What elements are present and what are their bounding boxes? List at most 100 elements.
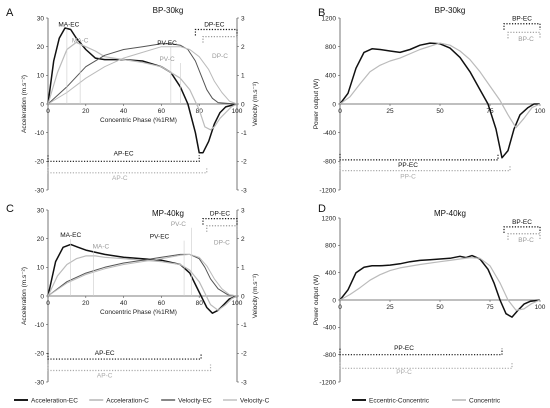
y2-tick-label: 0 xyxy=(241,101,245,108)
panel-letter: C xyxy=(6,203,14,215)
y2-tick-label: 1 xyxy=(241,265,245,272)
series-line-velocity-c xyxy=(47,253,238,297)
phase-bracket xyxy=(194,28,238,36)
y-tick-label: -1200 xyxy=(319,379,336,386)
x-tick-label: 50 xyxy=(436,108,444,115)
y-tick-label: 1200 xyxy=(322,15,337,22)
x-tick-label: 60 xyxy=(158,108,166,115)
panel-letter: B xyxy=(318,7,325,19)
x-tick-label: 75 xyxy=(486,304,494,311)
annotation-label: MA-EC xyxy=(60,232,81,239)
y-axis-label: Power output (W) xyxy=(313,275,320,326)
legend-left: Acceleration-EC Acceleration-C Velocity-EC… xyxy=(14,397,270,404)
annotation-label: PV-C xyxy=(171,221,186,228)
annotation-label: MA-C xyxy=(93,244,110,251)
y-axis-label: Acceleration (m.s⁻²) xyxy=(21,75,28,133)
y-tick-label: 400 xyxy=(325,73,336,80)
y2-tick-label: 3 xyxy=(241,207,245,214)
y2-tick-label: 2 xyxy=(241,236,245,243)
y-tick-label: 800 xyxy=(325,44,336,51)
series-line-acceleration-ec xyxy=(47,243,238,314)
y-tick-label: -30 xyxy=(35,187,45,194)
phase-label: AP-C xyxy=(97,373,113,380)
series-line-eccentric-concentric xyxy=(339,254,541,318)
x-tick-label: 0 xyxy=(338,304,342,311)
y-tick-label: 10 xyxy=(37,73,45,80)
annotation-label: PV-EC xyxy=(157,40,177,47)
phase-bracket xyxy=(507,31,541,39)
x-tick-label: 40 xyxy=(120,108,128,115)
y-tick-label: 30 xyxy=(37,207,45,214)
x-tick-label: 100 xyxy=(535,304,546,311)
chart-title: BP-30kg xyxy=(153,6,184,15)
phase-bracket xyxy=(339,362,513,369)
y-tick-label: -20 xyxy=(35,159,45,166)
phase-label: PP-C xyxy=(396,369,412,376)
annotation-label: MA-EC xyxy=(58,22,79,29)
phase-label: DP-C xyxy=(214,239,230,246)
phase-bracket xyxy=(339,348,503,356)
phase-label: BP-EC xyxy=(512,16,532,23)
panel-D: D MP-40kg -1200 -800 -400 0 400 800 1200 0 25 50 75 1… xyxy=(313,203,546,386)
y-tick-label: -400 xyxy=(323,130,336,137)
legend-label: Acceleration-EC xyxy=(31,397,78,404)
series-line-velocity-ec xyxy=(47,43,238,105)
y-tick-label: -20 xyxy=(35,351,45,358)
phase-label: PP-C xyxy=(400,174,416,181)
phase-label: PP-EC xyxy=(398,162,418,169)
chart-title: MP-40kg xyxy=(152,209,184,218)
y-tick-label: 400 xyxy=(325,270,336,277)
y-tick-label: 0 xyxy=(40,293,44,300)
x-tick-label: 80 xyxy=(196,300,204,307)
phase-bracket xyxy=(202,218,238,225)
phase-bracket xyxy=(339,164,511,172)
phase-label: AP-C xyxy=(112,175,128,182)
x-tick-label: 0 xyxy=(46,108,50,115)
phase-label: AP-EC xyxy=(114,151,134,158)
y2-axis-label: Velocity (m.s⁻¹) xyxy=(252,82,259,127)
phase-label: BP-EC xyxy=(512,219,532,226)
phase-bracket xyxy=(507,233,541,240)
phase-label: AP-EC xyxy=(95,350,115,357)
y2-axis-label: Velocity (m.s⁻¹) xyxy=(252,274,259,319)
x-tick-label: 60 xyxy=(158,300,166,307)
phase-label: DP-C xyxy=(212,53,228,60)
phase-bracket xyxy=(47,166,208,174)
y-tick-label: 0 xyxy=(332,297,336,304)
y2-tick-label: -2 xyxy=(241,351,247,358)
annotation-label: MA-C xyxy=(72,37,89,44)
y-tick-label: 0 xyxy=(40,101,44,108)
y-tick-label: 10 xyxy=(37,265,45,272)
phase-label: BP-C xyxy=(518,36,534,43)
panel-letter: A xyxy=(6,7,14,19)
phase-bracket xyxy=(503,226,541,233)
annotation-label: PV-C xyxy=(159,56,174,63)
y-tick-label: -800 xyxy=(323,352,336,359)
phase-label: DP-EC xyxy=(210,211,231,218)
legend-label: Acceleration-C xyxy=(106,397,149,404)
phase-label: DP-EC xyxy=(204,21,225,28)
phase-bracket xyxy=(503,23,541,30)
y2-tick-label: -2 xyxy=(241,159,247,166)
annotation-label: PV-EC xyxy=(150,234,170,241)
legend-label: Eccentric-Concentric xyxy=(369,397,430,404)
x-tick-label: 25 xyxy=(386,108,394,115)
phase-bracket xyxy=(47,155,200,162)
series-line-acceleration-c xyxy=(47,255,238,311)
phase-bracket xyxy=(339,153,499,161)
series-line-concentric xyxy=(339,42,541,129)
y2-tick-label: 1 xyxy=(241,73,245,80)
y-tick-label: -10 xyxy=(35,322,45,329)
y2-tick-label: -3 xyxy=(241,187,247,194)
phase-bracket xyxy=(47,364,212,372)
x-tick-label: 20 xyxy=(82,108,90,115)
legend-label: Velocity-C xyxy=(240,397,270,404)
series-line-eccentric-concentric xyxy=(339,42,540,159)
panel-letter: D xyxy=(318,203,326,215)
x-tick-label: 0 xyxy=(338,108,342,115)
x-axis-label: Concentric Phase (%1RM) xyxy=(100,309,177,316)
